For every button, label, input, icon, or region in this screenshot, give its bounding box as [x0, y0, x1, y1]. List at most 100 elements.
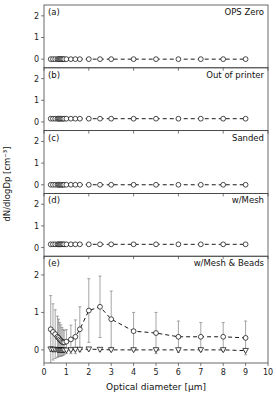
point — [221, 242, 226, 247]
point — [64, 242, 69, 247]
y-tick-label: 0 — [34, 118, 39, 127]
x-tick — [200, 363, 201, 366]
y-tick — [41, 37, 44, 38]
error-cap — [74, 319, 77, 320]
point — [243, 116, 248, 121]
point — [131, 348, 137, 353]
x-tick — [156, 363, 157, 366]
x-tick — [88, 363, 89, 366]
x-tick-label: 1 — [64, 368, 69, 377]
point — [77, 116, 82, 121]
error-cap — [56, 357, 59, 358]
point — [64, 116, 69, 121]
frame — [44, 131, 268, 194]
x-tick — [88, 131, 89, 134]
point — [98, 182, 103, 187]
error-cap — [58, 322, 61, 323]
point — [221, 116, 226, 121]
point — [68, 337, 73, 342]
y-tick-label: 2 — [34, 200, 39, 209]
x-tick — [88, 256, 89, 259]
plot-area — [48, 116, 248, 121]
point — [109, 116, 114, 121]
x-tick — [133, 131, 134, 134]
x-tick — [66, 363, 67, 366]
plot-area — [48, 276, 248, 363]
x-tick — [133, 256, 134, 259]
point — [176, 182, 181, 187]
point — [221, 182, 226, 187]
error-cap — [54, 309, 57, 310]
point — [154, 116, 159, 121]
x-tick-label: 5 — [153, 368, 158, 377]
x-tick-label: 7 — [198, 368, 203, 377]
point — [131, 57, 136, 62]
error-cap — [199, 322, 202, 323]
point — [154, 242, 159, 247]
point — [176, 116, 181, 121]
x-tick — [223, 131, 224, 134]
y-tick-label: 2 — [34, 75, 39, 84]
point — [98, 57, 103, 62]
panel: 012(c)SandeddN/dlogDp [cm⁻³] — [2, 131, 268, 222]
point — [64, 182, 69, 187]
error-cap — [49, 295, 52, 296]
x-tick-label: 8 — [221, 368, 226, 377]
error-cap — [49, 363, 52, 364]
point — [198, 182, 203, 187]
point — [86, 182, 91, 187]
error-bar — [78, 307, 81, 352]
x-tick — [268, 363, 269, 366]
panel-label: (c) — [48, 133, 59, 143]
point — [73, 182, 78, 187]
point — [73, 334, 78, 339]
point — [154, 57, 159, 62]
y-tick — [41, 59, 44, 60]
error-cap — [74, 353, 77, 354]
point — [243, 348, 249, 353]
error-cap — [177, 321, 180, 322]
point — [68, 242, 73, 247]
error-cap — [244, 321, 247, 322]
x-tick — [178, 193, 179, 196]
panel-title: w/Mesh & Beads — [194, 258, 265, 268]
x-tick — [178, 131, 179, 134]
y-tick — [41, 100, 44, 101]
point — [64, 57, 69, 62]
error-bar — [99, 276, 102, 337]
y-tick-label: 0 — [34, 181, 39, 190]
point — [198, 116, 203, 121]
panel: 012(b)Out of printer — [34, 68, 268, 134]
panel-title: Out of printer — [206, 70, 264, 80]
panel-label: (e) — [48, 258, 60, 268]
error-cap — [69, 325, 72, 326]
point — [77, 242, 82, 247]
error-bar — [199, 323, 202, 351]
point — [98, 242, 103, 247]
error-cap — [244, 354, 247, 355]
panel-title: Sanded — [232, 133, 264, 143]
panel: 012012345678910(e)w/Mesh & BeadsOptical … — [34, 256, 273, 392]
point — [176, 348, 182, 353]
y-tick-label: 2 — [34, 12, 39, 21]
point — [198, 57, 203, 62]
x-tick-label: 3 — [109, 368, 114, 377]
point — [64, 339, 69, 344]
x-tick — [44, 363, 45, 366]
x-tick — [223, 363, 224, 366]
error-cap — [222, 322, 225, 323]
point — [198, 348, 204, 353]
x-tick — [178, 256, 179, 259]
x-tick — [88, 193, 89, 196]
x-tick — [88, 68, 89, 71]
error-cap — [99, 276, 102, 277]
point — [98, 304, 103, 309]
point — [176, 242, 181, 247]
error-cap — [51, 360, 54, 361]
point — [154, 331, 159, 336]
point — [198, 334, 203, 339]
point — [86, 308, 91, 313]
point — [154, 182, 159, 187]
point — [109, 57, 114, 62]
x-tick-label: 10 — [263, 368, 273, 377]
